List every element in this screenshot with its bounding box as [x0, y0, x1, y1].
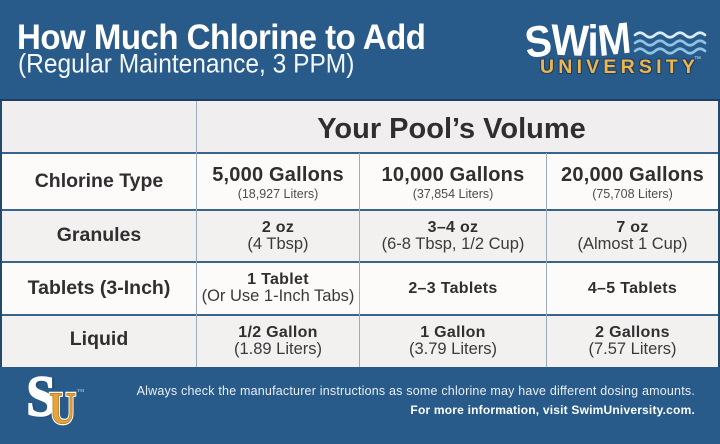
svg-text:S: S — [29, 372, 59, 430]
svg-text:U: U — [49, 384, 76, 434]
svg-text:U: U — [49, 384, 76, 434]
svg-text:TM: TM — [77, 388, 85, 393]
svg-text:S: S — [26, 372, 56, 429]
